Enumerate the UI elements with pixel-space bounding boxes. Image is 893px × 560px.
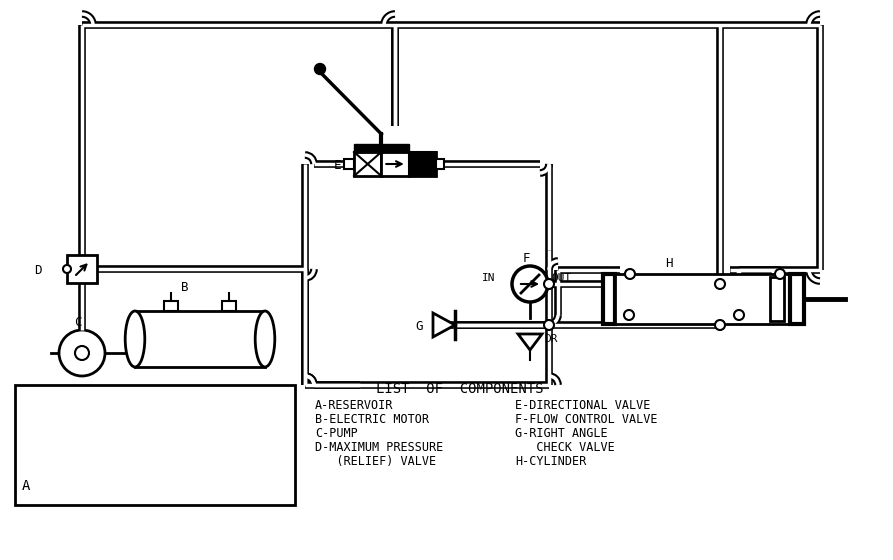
Ellipse shape (125, 311, 145, 367)
Bar (436, 159, 444, 169)
Circle shape (715, 320, 725, 330)
Bar (770, 277, 784, 321)
Text: OUT: OUT (551, 273, 572, 283)
Circle shape (734, 310, 744, 320)
Text: LIST  OF  COMPONENTS: LIST OF COMPONENTS (376, 382, 544, 396)
Bar (164, 301, 179, 311)
Text: B-ELECTRIC MOTOR: B-ELECTRIC MOTOR (315, 413, 429, 426)
Text: G-RIGHT ANGLE: G-RIGHT ANGLE (515, 427, 607, 440)
Polygon shape (433, 313, 455, 337)
Bar (381, 152, 409, 176)
Text: DR: DR (544, 334, 557, 344)
Bar (790, 274, 804, 324)
Polygon shape (518, 334, 542, 350)
Bar (354, 144, 409, 152)
Circle shape (75, 346, 89, 360)
Bar (603, 274, 615, 324)
Circle shape (512, 266, 548, 302)
Text: C: C (74, 316, 81, 329)
Text: G: G (415, 320, 422, 333)
Text: A: A (22, 479, 30, 493)
Bar (615, 274, 790, 324)
Bar (409, 152, 436, 176)
Text: F-FLOW CONTROL VALVE: F-FLOW CONTROL VALVE (515, 413, 657, 426)
Text: E: E (334, 159, 341, 172)
Circle shape (715, 279, 725, 289)
Bar (354, 152, 381, 176)
Text: (RELIEF) VALVE: (RELIEF) VALVE (315, 455, 436, 468)
Text: F: F (523, 252, 530, 265)
Text: IN: IN (482, 273, 496, 283)
Text: B: B (180, 281, 188, 294)
Circle shape (775, 269, 785, 279)
Circle shape (624, 310, 634, 320)
Text: H-CYLINDER: H-CYLINDER (515, 455, 586, 468)
Circle shape (63, 265, 71, 273)
Bar (67, 255, 97, 283)
Text: H: H (665, 257, 672, 270)
Bar (135, 311, 265, 367)
Text: D: D (34, 264, 41, 277)
Circle shape (544, 320, 554, 330)
Circle shape (314, 63, 326, 74)
Bar (15, 385, 295, 505)
Bar (344, 159, 354, 169)
Text: CHECK VALVE: CHECK VALVE (515, 441, 614, 454)
Text: D-MAXIMUM PRESSURE: D-MAXIMUM PRESSURE (315, 441, 443, 454)
Text: A-RESERVOIR: A-RESERVOIR (315, 399, 394, 412)
Bar (221, 301, 236, 311)
Bar (409, 152, 436, 176)
Text: C-PUMP: C-PUMP (315, 427, 358, 440)
Ellipse shape (255, 311, 275, 367)
Text: E-DIRECTIONAL VALVE: E-DIRECTIONAL VALVE (515, 399, 650, 412)
Circle shape (59, 330, 105, 376)
Circle shape (625, 269, 635, 279)
Circle shape (544, 279, 554, 289)
